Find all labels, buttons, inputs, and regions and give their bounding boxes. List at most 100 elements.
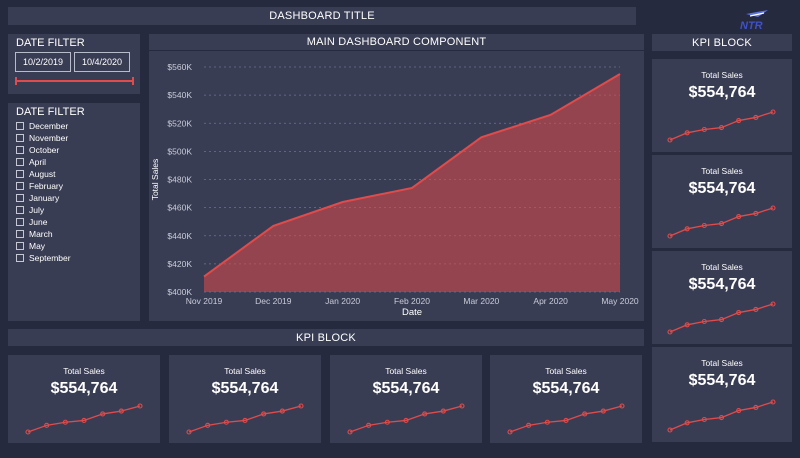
sparkline-point <box>770 301 776 307</box>
x-tick-label: Dec 2019 <box>255 296 292 306</box>
checkbox[interactable] <box>16 134 24 142</box>
sparkline-point <box>684 322 690 328</box>
date-range-slider[interactable] <box>15 76 134 86</box>
kpi-card: Total Sales $554,764 <box>652 59 792 152</box>
y-tick-label: $400K <box>167 287 192 297</box>
kpi-label: Total Sales <box>701 166 743 176</box>
month-option-january[interactable]: January <box>16 192 71 204</box>
header-bar: DASHBOARD TITLE <box>8 7 636 25</box>
month-label: July <box>29 205 45 215</box>
checkbox[interactable] <box>16 254 24 262</box>
checkbox[interactable] <box>16 158 24 166</box>
sparkline-point <box>118 408 124 414</box>
checkbox[interactable] <box>16 122 24 130</box>
kpi-card: Total Sales $554,764 <box>169 355 321 443</box>
sparkline-point <box>701 318 707 325</box>
y-tick-label: $420K <box>167 259 192 269</box>
sparkline-point <box>62 419 68 425</box>
month-option-june[interactable]: June <box>16 216 71 228</box>
checkbox[interactable] <box>16 218 24 226</box>
sparkline-point <box>25 429 31 435</box>
sparkline-point <box>544 419 550 425</box>
kpi-value: $554,764 <box>688 276 756 293</box>
checkbox[interactable] <box>16 170 24 178</box>
sparkline-point <box>347 429 353 435</box>
month-label: March <box>29 229 53 239</box>
kpi-label: Total Sales <box>701 70 743 80</box>
month-option-february[interactable]: February <box>16 180 71 192</box>
main-component-header: MAIN DASHBOARD COMPONENT <box>149 34 644 50</box>
checkbox[interactable] <box>16 206 24 214</box>
sparkline-point <box>770 399 776 405</box>
sparkline-point <box>261 411 267 417</box>
kpi-label: Total Sales <box>385 366 427 376</box>
sparkline-point <box>137 403 143 409</box>
kpi-value: $554,764 <box>688 84 756 101</box>
month-option-december[interactable]: December <box>16 120 71 132</box>
x-tick-label: Apr 2020 <box>533 296 568 306</box>
sparkline-point <box>366 422 372 428</box>
kpi-sparkline <box>667 301 776 335</box>
checkbox[interactable] <box>16 182 24 190</box>
kpi-sparkline <box>186 403 304 435</box>
end-date-input[interactable]: 10/4/2020 <box>74 52 130 72</box>
kpi-label: Total Sales <box>224 366 266 376</box>
kpi-sparkline <box>667 205 776 239</box>
sparkline-point <box>403 417 409 423</box>
sparkline-point <box>667 233 673 239</box>
sparkline-path <box>669 401 774 431</box>
checkbox[interactable] <box>16 194 24 202</box>
month-option-august[interactable]: August <box>16 168 71 180</box>
month-option-march[interactable]: March <box>16 228 71 240</box>
sparkline-point <box>718 415 725 421</box>
kpi-sparkline <box>507 403 625 435</box>
kpi-value: $554,764 <box>372 380 440 397</box>
sparkline-point <box>186 429 192 435</box>
sparkline-point <box>701 126 707 133</box>
month-option-april[interactable]: April <box>16 156 71 168</box>
slider-handle-start[interactable] <box>15 77 17 85</box>
sparkline-point <box>701 416 707 423</box>
kpi-sparkline <box>25 403 143 435</box>
slider-handle-end[interactable] <box>132 77 134 85</box>
month-option-october[interactable]: October <box>16 144 71 156</box>
kpi-value: $554,764 <box>50 380 118 397</box>
kpi-card: Total Sales $554,764 <box>652 251 792 344</box>
checkbox[interactable] <box>16 230 24 238</box>
sparkline-point <box>440 408 446 414</box>
kpi-side-title: KPI BLOCK <box>692 36 752 49</box>
kpi-card: Total Sales $554,764 <box>330 355 482 443</box>
kpi-sparkline <box>667 109 776 143</box>
y-tick-label: $480K <box>167 175 192 185</box>
x-axis-label: Date <box>402 307 422 318</box>
month-option-november[interactable]: November <box>16 132 71 144</box>
month-option-july[interactable]: July <box>16 204 71 216</box>
sparkline-point <box>298 403 304 409</box>
sparkline-point <box>100 411 106 417</box>
sparkline-point <box>667 137 673 143</box>
x-tick-label: May 2020 <box>601 296 639 306</box>
checkbox[interactable] <box>16 242 24 250</box>
y-tick-label: $520K <box>167 118 192 128</box>
month-option-may[interactable]: May <box>16 240 71 252</box>
month-label: June <box>29 217 48 227</box>
sparkline-point <box>44 422 50 428</box>
kpi-card: Total Sales $554,764 <box>8 355 160 443</box>
kpi-bottom-header: KPI BLOCK <box>8 329 644 346</box>
sparkline-path <box>509 405 623 433</box>
sparkline-point <box>684 226 690 232</box>
sparkline-point <box>736 214 742 220</box>
checkbox[interactable] <box>16 146 24 154</box>
month-filter: DATE FILTER <box>8 103 140 321</box>
kpi-card: Total Sales $554,764 <box>652 347 792 442</box>
main-component-title: MAIN DASHBOARD COMPONENT <box>306 36 487 48</box>
sparkline-point <box>753 404 759 410</box>
start-date-input[interactable]: 10/2/2019 <box>15 52 71 72</box>
month-label: April <box>29 157 47 167</box>
sparkline-point <box>736 118 742 124</box>
y-tick-label: $440K <box>167 231 192 241</box>
sparkline-point <box>384 419 390 425</box>
month-option-september[interactable]: September <box>16 252 71 264</box>
kpi-label: Total Sales <box>63 366 105 376</box>
kpi-value: $554,764 <box>688 180 756 197</box>
